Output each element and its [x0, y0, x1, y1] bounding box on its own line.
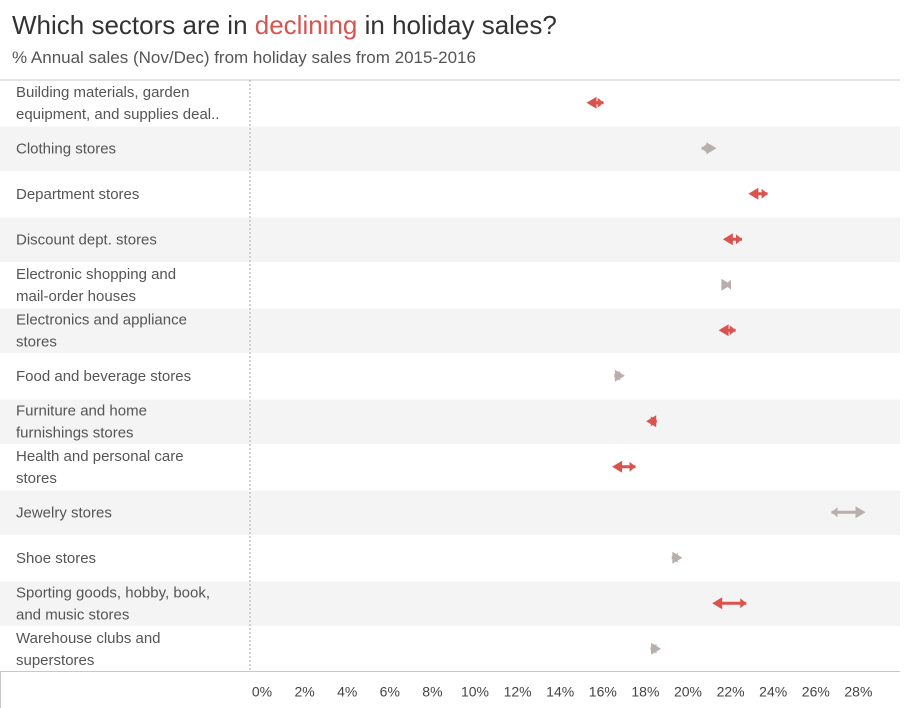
- declining-arrow: [586, 96, 604, 109]
- category-label: Sporting goods, hobby, book, and music st…: [16, 584, 210, 623]
- category-label-line: Furniture and home: [16, 402, 147, 419]
- arrow-head: [706, 142, 717, 155]
- arrow-head: [718, 324, 729, 337]
- category-label: Food and beverage stores: [16, 368, 191, 385]
- x-tick-label: 28%: [844, 684, 872, 700]
- title-end: in holiday sales?: [357, 10, 557, 40]
- category-label-line: and music stores: [16, 606, 129, 623]
- x-tick-label: 26%: [802, 684, 830, 700]
- x-tick-label: 18%: [631, 684, 659, 700]
- category-label: Warehouse clubs and superstores: [16, 630, 161, 669]
- category-label: Health and personal care stores: [16, 448, 184, 487]
- category-label-line: Department stores: [16, 186, 139, 203]
- x-tick-label: 0%: [252, 684, 272, 700]
- increasing-arrow: [614, 369, 625, 382]
- arrow-head: [646, 415, 657, 428]
- arrow-tail: [597, 97, 604, 108]
- arrow-head: [722, 233, 733, 246]
- category-label-line: Jewelry stores: [16, 504, 112, 521]
- category-label-line: Electronic shopping and: [16, 266, 176, 283]
- category-label-line: Building materials, garden: [16, 84, 189, 101]
- chart-subtitle: % Annual sales (Nov/Dec) from holiday sa…: [12, 48, 476, 67]
- row-band: [0, 581, 900, 626]
- category-label-line: Shoe stores: [16, 550, 96, 567]
- category-label-line: superstores: [16, 652, 94, 669]
- category-label: Electronics and appliance stores: [16, 311, 187, 350]
- category-label-line: furnishings stores: [16, 424, 134, 441]
- arrow-head: [614, 369, 625, 382]
- arrow-head: [748, 187, 759, 200]
- arrow-head: [586, 96, 597, 109]
- declining-arrow: [646, 415, 657, 428]
- x-tick-label: 4%: [337, 684, 357, 700]
- category-label-line: stores: [16, 470, 57, 487]
- increasing-arrow: [701, 142, 717, 155]
- category-label-line: mail-order houses: [16, 288, 136, 305]
- category-label-line: equipment, and supplies deal..: [16, 106, 219, 123]
- category-label-line: Food and beverage stores: [16, 368, 191, 385]
- category-label-line: Discount dept. stores: [16, 231, 157, 248]
- category-label: Electronic shopping and mail-order houses: [16, 266, 176, 305]
- row-band: [0, 126, 900, 171]
- x-tick-label: 14%: [546, 684, 574, 700]
- chart-title: Which sectors are in declining in holida…: [12, 10, 557, 41]
- declining-arrow: [722, 233, 743, 246]
- x-tick-label: 2%: [294, 684, 314, 700]
- x-tick-label: 24%: [759, 684, 787, 700]
- arrow-tail: [629, 461, 636, 472]
- arrow-head: [612, 460, 623, 473]
- category-label-line: Electronics and appliance: [16, 311, 187, 328]
- increasing-arrow: [831, 506, 866, 519]
- arrow-head: [672, 551, 683, 564]
- x-tick-label: 22%: [717, 684, 745, 700]
- arrow-tail: [740, 598, 747, 609]
- category-label-line: Sporting goods, hobby, book,: [16, 584, 210, 601]
- arrow-tail: [761, 188, 768, 199]
- category-label-line: stores: [16, 333, 57, 350]
- arrow-tail: [736, 234, 743, 245]
- category-label: Shoe stores: [16, 550, 96, 567]
- arrow-head: [712, 597, 723, 610]
- category-label-line: Clothing stores: [16, 140, 116, 157]
- category-label: Discount dept. stores: [16, 231, 157, 248]
- title-highlight: declining: [254, 10, 358, 40]
- x-tick-label: 12%: [504, 684, 532, 700]
- increasing-arrow: [721, 278, 732, 291]
- arrow-head: [721, 278, 732, 291]
- arrow-tail: [701, 143, 708, 154]
- category-label: Clothing stores: [16, 140, 116, 157]
- row-band: [0, 308, 900, 353]
- declining-arrow: [748, 187, 768, 200]
- title-start: Which sectors are in: [12, 10, 255, 40]
- row-band: [0, 217, 900, 262]
- declining-arrow: [712, 597, 747, 610]
- category-label: Jewelry stores: [16, 504, 112, 521]
- x-tick-label: 6%: [380, 684, 400, 700]
- category-label: Department stores: [16, 186, 139, 203]
- x-tick-label: 20%: [674, 684, 702, 700]
- category-label: Furniture and home furnishings stores: [16, 402, 147, 441]
- row-band: [0, 399, 900, 444]
- category-label: Building materials, garden equipment, and…: [16, 84, 219, 123]
- category-label-line: Health and personal care: [16, 448, 184, 465]
- declining-arrow: [718, 324, 736, 337]
- x-tick-label: 10%: [461, 684, 489, 700]
- x-tick-label: 8%: [422, 684, 442, 700]
- x-tick-label: 16%: [589, 684, 617, 700]
- category-label-line: Warehouse clubs and: [16, 630, 161, 647]
- arrow-tail: [729, 325, 736, 336]
- increasing-arrow: [671, 551, 683, 564]
- declining-arrow: [612, 460, 636, 473]
- arrow-head: [651, 642, 662, 655]
- arrow-tail: [831, 507, 838, 518]
- increasing-arrow: [650, 642, 662, 655]
- arrow-head: [855, 506, 866, 519]
- row-band: [0, 490, 900, 535]
